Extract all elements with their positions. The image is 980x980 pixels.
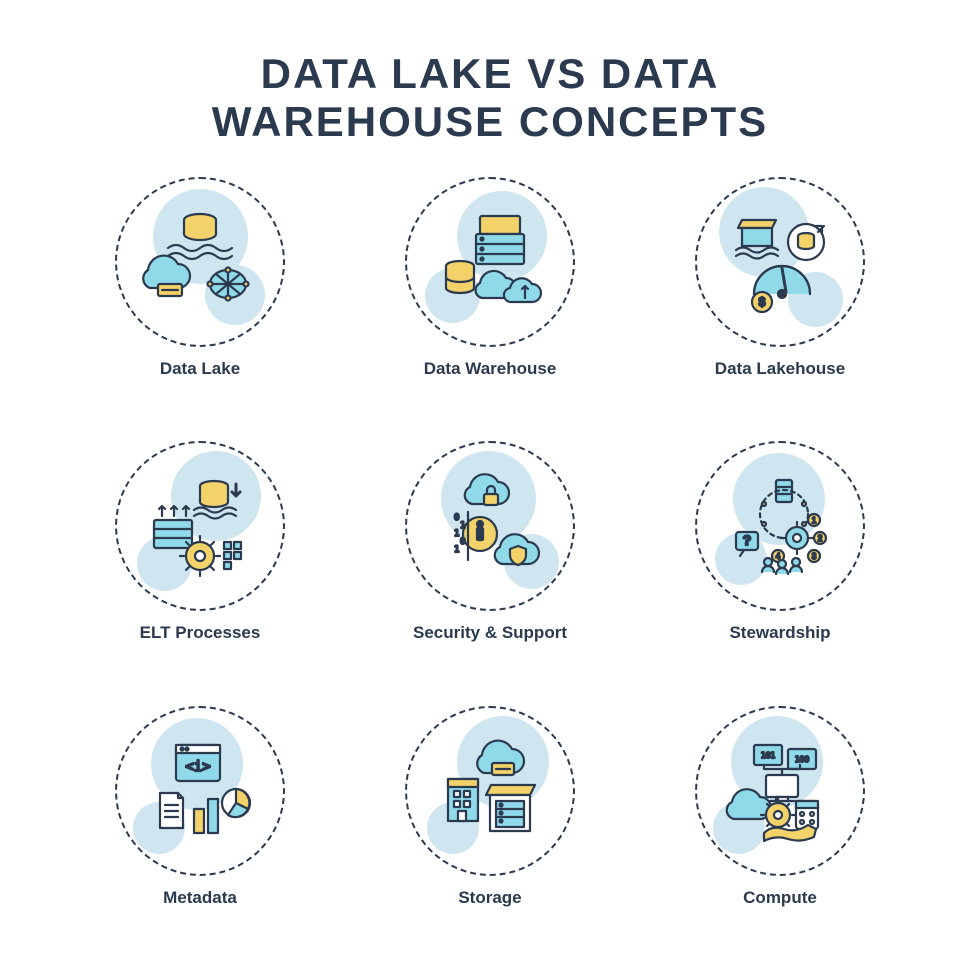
svg-text:1: 1 [460,521,465,531]
data-lakehouse-icon: $ [720,202,840,322]
title-line-1: DATA LAKE VS DATA [261,50,720,97]
badge-data-warehouse [405,177,575,347]
label-storage: Storage [458,888,521,908]
security-support-icon: 0 1 1 0 1 [430,466,550,586]
label-compute: Compute [743,888,817,908]
svg-text:1: 1 [454,529,459,539]
data-lake-icon [140,202,260,322]
compute-icon: 101 100 [720,731,840,851]
svg-text:2: 2 [818,534,823,543]
badge-compute: 101 100 [695,706,865,876]
label-stewardship: Stewardship [729,623,830,643]
svg-text:1: 1 [812,516,817,525]
cell-security-support: 0 1 1 0 1 Security & Support [370,441,610,675]
cell-data-lake: Data Lake [80,177,320,411]
svg-text:?: ? [743,532,752,548]
cell-compute: 101 100 [660,706,900,940]
label-elt-processes: ELT Processes [140,623,261,643]
badge-stewardship: ? 1 2 3 4 [695,441,865,611]
label-data-lake: Data Lake [160,359,240,379]
cell-data-lakehouse: $ Data Lakehouse [660,177,900,411]
title-line-2: WAREHOUSE CONCEPTS [212,98,768,145]
svg-text:3: 3 [812,552,817,561]
badge-storage [405,706,575,876]
svg-text:1: 1 [454,545,459,555]
metadata-icon: <i> [140,731,260,851]
svg-text:$: $ [759,295,766,309]
stewardship-icon: ? 1 2 3 4 [720,466,840,586]
svg-text:<i>: <i> [185,759,210,775]
label-security-support: Security & Support [413,623,567,643]
badge-elt-processes [115,441,285,611]
storage-icon [430,731,550,851]
svg-text:0: 0 [460,537,465,547]
cell-metadata: <i> Metadata [80,706,320,940]
cell-stewardship: ? 1 2 3 4 Stewardship [660,441,900,675]
label-data-warehouse: Data Warehouse [424,359,557,379]
label-metadata: Metadata [163,888,237,908]
elt-processes-icon [140,466,260,586]
svg-text:0: 0 [454,513,459,523]
badge-data-lakehouse: $ [695,177,865,347]
cell-elt-processes: ELT Processes [80,441,320,675]
label-data-lakehouse: Data Lakehouse [715,359,845,379]
data-warehouse-icon [430,202,550,322]
badge-data-lake [115,177,285,347]
icon-grid: Data Lake [80,177,900,940]
page-title: DATA LAKE VS DATA WAREHOUSE CONCEPTS [212,50,768,147]
badge-security-support: 0 1 1 0 1 [405,441,575,611]
cell-data-warehouse: Data Warehouse [370,177,610,411]
svg-text:101: 101 [761,751,776,760]
badge-metadata: <i> [115,706,285,876]
svg-text:100: 100 [795,755,810,764]
cell-storage: Storage [370,706,610,940]
